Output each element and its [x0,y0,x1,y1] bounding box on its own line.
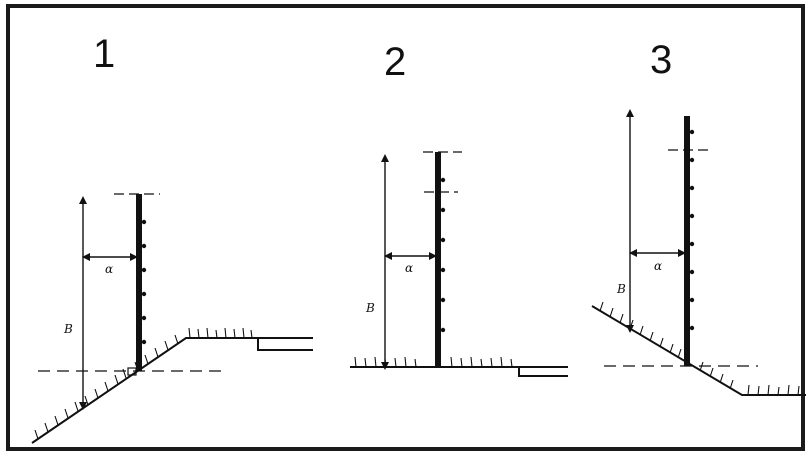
panel-2: α B [350,151,568,377]
panel-3: α B [591,109,806,396]
panel-1-ground-hatching [34,327,253,440]
panel-3-height-label: B [616,282,626,296]
panel-1-ground [31,337,313,444]
panel-3-number: 3 [650,38,673,82]
panel-1-pole [136,194,142,371]
panel-1: α B [31,193,313,444]
panel-1-base-marker [127,367,137,376]
panel-3-pole [684,116,690,366]
panel-3-ground [591,305,806,396]
panel-2-height-label: B [365,301,375,315]
panel-3-pole-markers [689,129,695,331]
panel-3-distance-label: α [654,259,662,273]
panel-2-pole-markers [440,177,446,333]
panel-1-number: 1 [93,32,116,76]
panel-3-ground-hatching [599,301,800,396]
panel-1-distance-label: α [105,262,113,276]
panel-2-number: 2 [384,40,407,84]
panel-2-pole [435,152,441,367]
panel-2-distance-label: α [405,261,413,275]
panel-2-ground [350,366,568,377]
panel-2-ground-hatching [354,356,513,368]
panel-1-height-label: B [63,322,73,336]
panel-1-pole-markers [141,219,147,345]
